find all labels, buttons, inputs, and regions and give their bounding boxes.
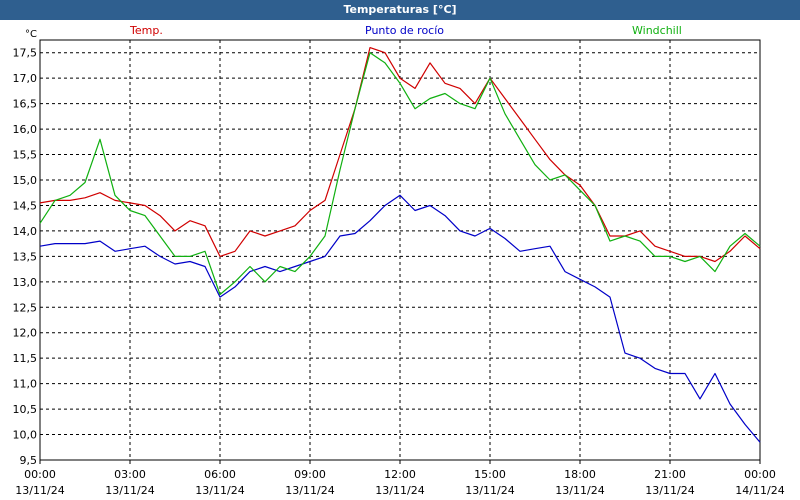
y-tick-label: 16,5 [13, 98, 38, 111]
y-tick-label: 13,0 [13, 276, 38, 289]
y-tick-label: 10,0 [13, 429, 38, 442]
y-tick-label: 12,0 [13, 327, 38, 340]
x-tick-time: 18:00 [564, 468, 596, 481]
y-tick-label: 14,5 [13, 199, 38, 212]
x-tick-time: 12:00 [384, 468, 416, 481]
x-tick-date: 13/11/24 [465, 484, 514, 497]
x-tick-date: 13/11/24 [15, 484, 64, 497]
y-tick-label: 9,5 [20, 454, 38, 467]
y-tick-label: 15,0 [13, 174, 38, 187]
x-tick-date: 13/11/24 [645, 484, 694, 497]
legend-dew-point: Punto de rocío [365, 24, 445, 37]
chart-title: Temperaturas [°C] [0, 0, 800, 20]
x-tick-time: 00:00 [24, 468, 56, 481]
x-tick-date: 13/11/24 [285, 484, 334, 497]
series-line-windchill [39, 52, 761, 296]
y-tick-label: 14,0 [13, 225, 38, 238]
x-tick-time: 15:00 [474, 468, 506, 481]
y-tick-label: 10,5 [13, 403, 38, 416]
x-tick-time: 09:00 [294, 468, 326, 481]
y-tick-label: 13,5 [13, 250, 38, 263]
x-tick-date: 13/11/24 [375, 484, 424, 497]
legend-windchill: Windchill [632, 24, 682, 37]
y-axis-unit: °C [25, 29, 37, 40]
y-tick-label: 11,0 [13, 378, 38, 391]
x-tick-date: 13/11/24 [105, 484, 154, 497]
x-tick-date: 13/11/24 [195, 484, 244, 497]
x-tick-time: 21:00 [654, 468, 686, 481]
x-tick-time: 03:00 [114, 468, 146, 481]
legend-temp: Temp. [130, 24, 163, 37]
y-tick-label: 17,0 [13, 72, 38, 85]
x-tick-date: 13/11/24 [555, 484, 604, 497]
series-line-temp [39, 46, 761, 263]
series-line-dew-point [39, 194, 761, 443]
y-tick-label: 17,5 [13, 47, 38, 60]
y-tick-label: 12,5 [13, 301, 38, 314]
x-tick-date: 14/11/24 [735, 484, 784, 497]
y-tick-label: 11,5 [13, 352, 38, 365]
y-tick-label: 16,0 [13, 123, 38, 136]
x-tick-time: 06:00 [204, 468, 236, 481]
x-tick-time: 00:00 [744, 468, 776, 481]
y-tick-label: 15,5 [13, 149, 38, 162]
